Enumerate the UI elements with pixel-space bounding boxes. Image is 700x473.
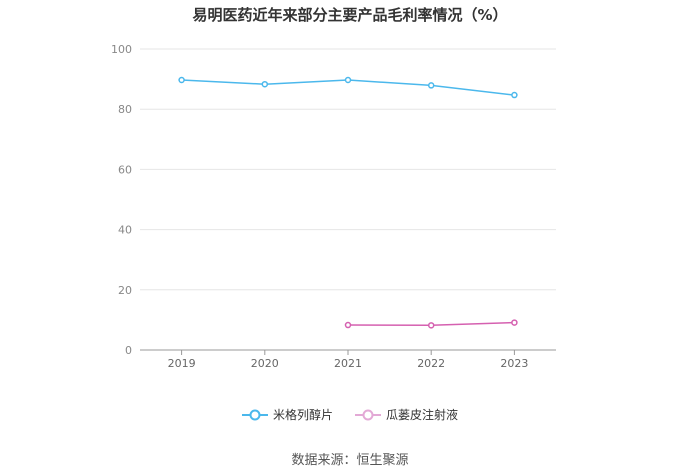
data-point — [427, 322, 435, 329]
legend-label: 米格列醇片 — [272, 408, 333, 422]
x-tick-label: 2022 — [417, 357, 445, 370]
x-tick-label: 2023 — [500, 357, 528, 370]
data-point — [427, 82, 435, 89]
grid-lines — [140, 48, 556, 291]
legend-item-series-1[interactable]: 瓜蒌皮注射液 — [355, 406, 458, 423]
data-point — [178, 76, 185, 84]
series-layer — [178, 76, 518, 329]
y-tick-label: 80 — [118, 103, 132, 116]
data-source-note: 数据来源：恒生聚源 — [291, 453, 409, 468]
y-tick-label: 60 — [118, 163, 132, 176]
x-tick-label: 2020 — [251, 357, 279, 370]
y-tick-label: 20 — [118, 284, 132, 297]
series-1 — [344, 319, 518, 329]
y-axis-ticks: 0 20 40 60 80 100 — [111, 43, 132, 357]
legend-item-series-0[interactable]: 米格列醇片 — [241, 406, 333, 423]
y-tick-label: 40 — [118, 224, 132, 237]
legend-label: 瓜蒌皮注射液 — [386, 408, 459, 422]
legend-marker-icon — [241, 409, 268, 420]
y-tick-label: 100 — [111, 43, 132, 56]
chart-title: 易明医药近年来部分主要产品毛利率情况（%） — [192, 6, 508, 24]
data-point — [511, 91, 518, 99]
x-tick-label: 2019 — [168, 357, 196, 370]
y-tick-label: 0 — [125, 344, 132, 357]
data-point — [511, 319, 518, 326]
line-chart: 0 20 40 60 80 100 2019 2020 2021 2022 2023 — [111, 43, 556, 370]
x-tick-label: 2021 — [334, 357, 362, 370]
legend-marker-icon — [355, 409, 381, 420]
data-point — [261, 80, 269, 88]
x-axis: 2019 2020 2021 2022 2023 — [140, 349, 556, 370]
legend: 米格列醇片 瓜蒌皮注射液 — [0, 406, 700, 423]
series-0 — [178, 76, 518, 99]
data-point — [344, 76, 352, 84]
data-point — [344, 321, 352, 329]
